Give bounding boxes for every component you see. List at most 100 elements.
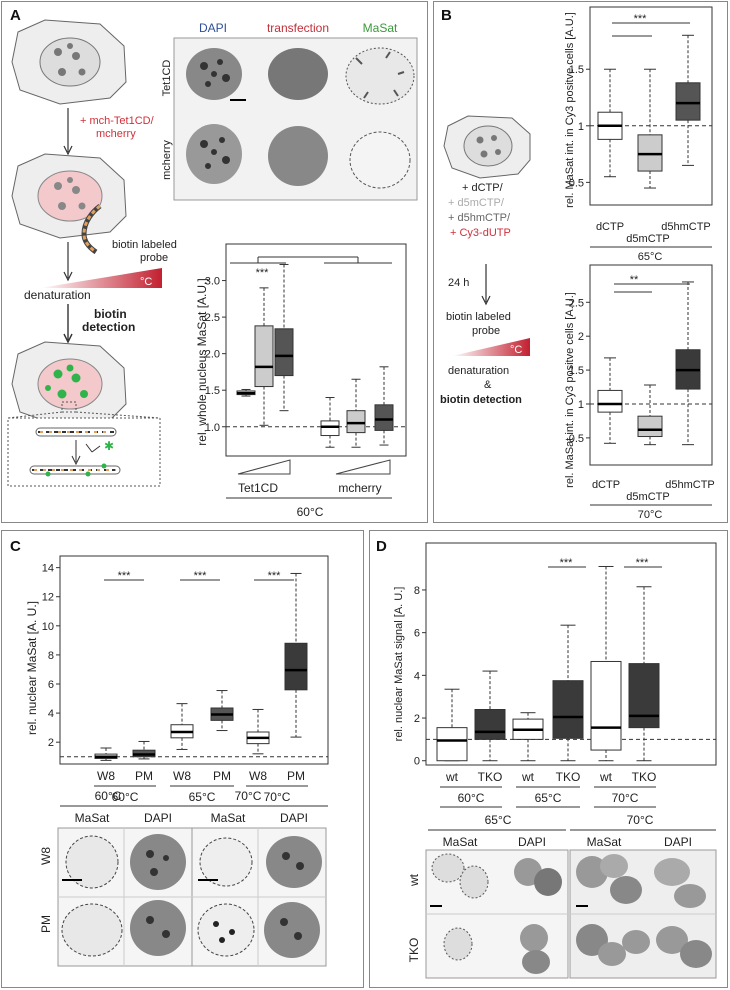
box-5 xyxy=(346,378,366,448)
box-1 xyxy=(597,357,623,444)
panel-c-border xyxy=(1,530,364,988)
a-temp: 60°C xyxy=(297,505,324,519)
col-transfection: transfection xyxy=(267,21,329,35)
d-masat-2: MaSat xyxy=(587,835,622,849)
d-sig-2: *** xyxy=(636,557,650,569)
y-tick-label: 2 xyxy=(578,331,584,343)
d-sig-group: *** *** xyxy=(548,557,662,569)
box-3 xyxy=(274,263,294,412)
x-category-label: wt xyxy=(599,770,613,784)
box-body xyxy=(590,660,622,751)
svg-text:✱: ✱ xyxy=(104,439,114,453)
y-tick-label: 0.5 xyxy=(569,177,584,189)
deg-b: °C xyxy=(510,344,522,356)
chart-b70: 0.5 1 1.5 2 2.5 xyxy=(569,264,713,466)
x-category-label: wt xyxy=(445,770,459,784)
box-body xyxy=(675,82,701,121)
x-category-label: TKO xyxy=(632,770,657,784)
a-group2: mcherry xyxy=(338,481,381,495)
b70-x1: dCTP xyxy=(592,479,620,491)
box-2 xyxy=(132,740,156,760)
box-1 xyxy=(236,388,256,397)
panel-c-letter: C xyxy=(10,538,21,555)
y-tick-label: 4 xyxy=(414,670,420,682)
b65-x2: d5mCTP xyxy=(626,233,669,245)
box-body xyxy=(274,328,294,377)
box-3 xyxy=(170,703,194,750)
b-denat: denaturation xyxy=(448,365,509,377)
b-amp: & xyxy=(484,379,492,391)
c-sig-2: *** xyxy=(194,570,208,582)
c-sig-group: *** *** *** xyxy=(104,570,294,582)
panel-a-schematic: + mch-Tet1CD/ mcherry biotin labeled pro… xyxy=(7,19,177,487)
step1b-text: mcherry xyxy=(96,128,136,140)
b70-x3: d5hmCTP xyxy=(665,479,715,491)
plot-frame xyxy=(589,6,713,206)
temp-label: 65°C xyxy=(189,790,216,804)
y-tick-label: 8 xyxy=(48,650,54,662)
c-row-pm: PM xyxy=(39,915,53,933)
a-wedge-tet xyxy=(237,459,291,475)
row-mcherry: mcherry xyxy=(161,140,173,180)
box-2 xyxy=(637,68,663,189)
c-dapi-2: DAPI xyxy=(280,811,308,825)
box-body xyxy=(346,410,366,434)
box-3 xyxy=(675,281,701,446)
x-category-label: wt xyxy=(521,770,535,784)
temp-label: 60°C xyxy=(112,790,139,804)
y-tick-label: 1.5 xyxy=(569,365,584,377)
col-masat: MaSat xyxy=(363,21,398,35)
b-l3: + d5hmCTP/ xyxy=(448,212,511,224)
box-body xyxy=(637,415,663,438)
c-sig-1: *** xyxy=(118,570,132,582)
d-masat-1: MaSat xyxy=(443,835,478,849)
box-3 xyxy=(512,712,544,762)
y-tick-label: 2.5 xyxy=(205,312,220,324)
chart-d: 0 2 4 6 8 wt TKO wt TKO wt TKO 60°C 65°C 70°C xyxy=(414,542,717,808)
y-tick-label: 3.0 xyxy=(205,276,220,288)
b65-sig: *** xyxy=(634,13,648,25)
y-tick-label: 1.5 xyxy=(205,385,220,397)
y-tick-label: 1.5 xyxy=(569,64,584,76)
deg-a: °C xyxy=(140,276,152,288)
y-tick-label: 1 xyxy=(578,399,584,411)
x-category-label: PM xyxy=(135,769,153,783)
panel-a-microscopy: DAPI transfection MaSat Tet1CD mcherry xyxy=(161,21,418,201)
y-tick-label: 8 xyxy=(414,585,420,597)
box-4 xyxy=(552,624,584,762)
y-tick-label: 12 xyxy=(42,592,54,604)
plot-frame xyxy=(589,264,713,466)
x-category-label: PM xyxy=(213,769,231,783)
box-6 xyxy=(284,572,308,738)
probe-text-1: biotin labeled xyxy=(112,239,177,251)
box-5 xyxy=(590,565,622,762)
y-tick-label: 0 xyxy=(414,756,420,768)
temp-label: 60°C xyxy=(458,791,485,805)
d-row-tko: TKO xyxy=(407,938,421,963)
chart-a: 1.0 1.5 2.0 2.5 3.0 xyxy=(205,243,407,457)
x-category-label: TKO xyxy=(556,770,581,784)
box-body xyxy=(552,680,584,739)
box-1 xyxy=(597,68,623,178)
y-tick-label: 6 xyxy=(414,628,420,640)
c-row-w8: W8 xyxy=(39,847,53,865)
box-body xyxy=(474,709,506,740)
y-tick-label: 14 xyxy=(42,563,54,575)
box-2 xyxy=(474,670,506,762)
b70-x2: d5mCTP xyxy=(626,491,669,503)
box-body xyxy=(284,642,308,691)
nucleus-2 xyxy=(37,170,103,222)
b65-x1: dCTP xyxy=(596,221,624,233)
box-body xyxy=(254,325,274,388)
box-3 xyxy=(675,34,701,166)
box-body xyxy=(436,727,468,762)
a-wedge-mch xyxy=(335,459,391,475)
panel-d-microscopy: 65°C 70°C MaSat DAPI MaSat DAPI wt TKO xyxy=(407,813,717,979)
y-tick-label: 2.5 xyxy=(569,297,584,309)
c-t60: 60°C xyxy=(95,789,122,803)
x-category-label: W8 xyxy=(249,769,267,783)
b-probe1: biotin labeled xyxy=(446,311,511,323)
box-6 xyxy=(628,586,660,762)
b-probe2: probe xyxy=(472,325,500,337)
